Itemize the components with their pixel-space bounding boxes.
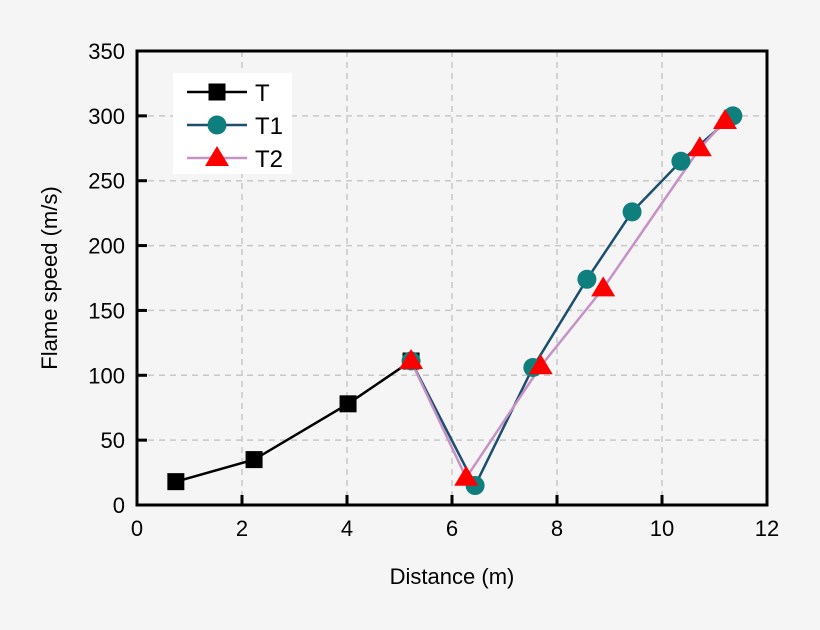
square-marker bbox=[245, 451, 263, 469]
circle-marker bbox=[622, 202, 642, 222]
x-tick-label: 6 bbox=[446, 516, 458, 541]
legend-label: T bbox=[255, 80, 270, 107]
x-tick-label: 4 bbox=[341, 516, 353, 541]
triangle-marker bbox=[399, 349, 424, 370]
circle-marker bbox=[577, 269, 597, 289]
x-axis-label: Distance (m) bbox=[390, 564, 515, 589]
legend: T T1 T2 bbox=[173, 73, 292, 174]
y-tick-label: 0 bbox=[113, 493, 125, 518]
axes: 0 2 4 6 8 10 12 0 50 100 150 200 250 300 350 bbox=[88, 39, 779, 541]
y-axis-label: Flame speed (m/s) bbox=[37, 186, 62, 369]
y-tick-label: 100 bbox=[88, 363, 125, 388]
legend-entry-t2: T2 bbox=[187, 146, 283, 173]
square-marker bbox=[167, 473, 185, 491]
y-tick-label: 50 bbox=[101, 428, 125, 453]
y-tick-label: 250 bbox=[88, 169, 125, 194]
y-tick-label: 350 bbox=[88, 39, 125, 64]
legend-entry-t: T bbox=[187, 80, 270, 107]
square-marker bbox=[208, 83, 226, 101]
x-tick-label: 10 bbox=[650, 516, 674, 541]
x-tick-label: 0 bbox=[131, 516, 143, 541]
triangle-marker bbox=[713, 109, 737, 130]
x-tick-label: 2 bbox=[236, 516, 248, 541]
triangle-marker bbox=[454, 465, 479, 486]
legend-label: T2 bbox=[255, 146, 283, 173]
triangle-marker bbox=[591, 276, 616, 297]
y-tick-label: 150 bbox=[88, 298, 125, 323]
legend-label: T1 bbox=[255, 113, 283, 140]
series-line-t bbox=[175, 359, 412, 483]
y-tick-label: 300 bbox=[88, 104, 125, 129]
series-markers-t2 bbox=[399, 109, 737, 486]
legend-entry-t1: T1 bbox=[187, 113, 283, 140]
y-tick-label: 200 bbox=[88, 234, 125, 259]
square-marker bbox=[339, 395, 357, 413]
triangle-marker bbox=[528, 354, 553, 375]
circle-marker bbox=[207, 115, 227, 135]
series-markers-t bbox=[167, 352, 420, 491]
x-tick-label: 8 bbox=[551, 516, 563, 541]
x-tick-label: 12 bbox=[755, 516, 779, 541]
circle-marker bbox=[671, 151, 691, 171]
series-line-t2 bbox=[409, 120, 726, 481]
triangle-marker bbox=[205, 146, 229, 166]
data-series bbox=[167, 106, 743, 496]
triangle-marker bbox=[687, 136, 712, 157]
